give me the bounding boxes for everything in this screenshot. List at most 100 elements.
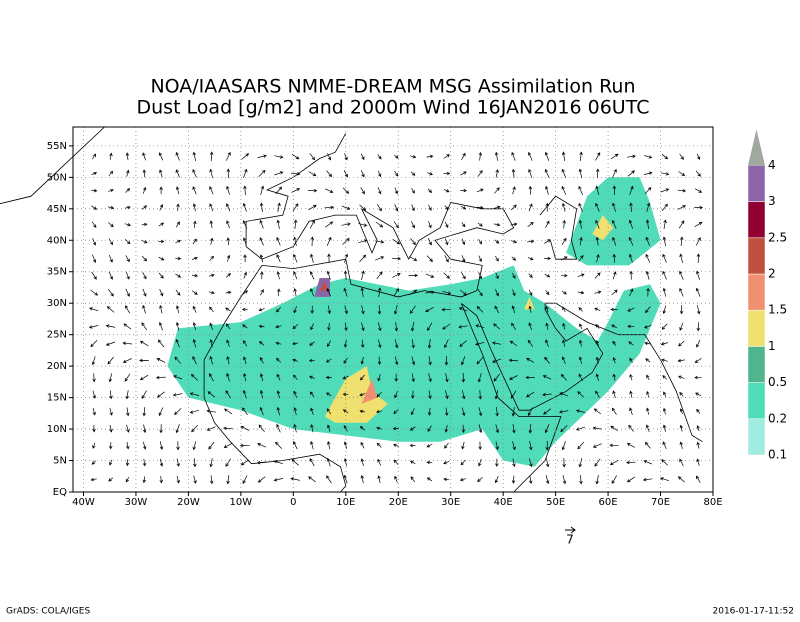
wind-arrow — [510, 222, 518, 227]
wind-arrow — [428, 390, 432, 400]
coastline — [460, 302, 703, 443]
wind-arrow — [511, 305, 516, 314]
wind-arrow — [141, 205, 148, 210]
wind-arrow — [325, 392, 332, 397]
wind-arrow — [175, 338, 180, 348]
wind-arrow — [394, 475, 398, 483]
wind-arrow — [544, 151, 550, 161]
wind-arrow — [494, 390, 499, 400]
wind-arrow — [92, 425, 96, 433]
wind-arrow — [626, 476, 635, 483]
lat-tick-label: 45N — [47, 204, 67, 215]
wind-arrow — [192, 441, 197, 451]
wind-arrow — [694, 358, 702, 364]
wind-arrow — [696, 153, 701, 160]
wind-arrow — [679, 441, 683, 449]
wind-arrow — [276, 219, 280, 229]
wind-arrow — [461, 238, 466, 246]
wind-arrow — [644, 186, 652, 194]
wind-arrow — [478, 441, 482, 451]
wind-arrow — [696, 270, 700, 280]
wind-arrow — [310, 323, 314, 331]
wind-arrow — [291, 459, 299, 466]
wind-arrow — [210, 237, 214, 245]
wind-arrow — [376, 426, 382, 431]
wind-arrow — [243, 271, 247, 279]
wind-arrow — [277, 202, 281, 213]
wind-arrow — [595, 236, 600, 246]
wind-arrow — [376, 442, 382, 448]
wind-arrow — [139, 340, 149, 347]
wind-arrow — [343, 339, 348, 348]
wind-arrow — [644, 441, 651, 449]
lon-tick-label: 0 — [290, 497, 296, 508]
wind-arrow — [594, 290, 602, 294]
wind-arrow — [241, 153, 250, 160]
wind-arrow — [409, 256, 418, 261]
wind-arrow — [679, 408, 684, 415]
wind-arrow — [92, 237, 97, 246]
wind-arrow — [461, 407, 466, 417]
wind-arrow — [511, 151, 516, 161]
wind-arrow — [394, 170, 399, 177]
wind-arrow — [529, 441, 533, 451]
colorbar-label: 4 — [768, 158, 776, 172]
wind-arrow — [545, 475, 550, 485]
wind-arrow — [476, 188, 484, 193]
wind-arrow — [360, 170, 365, 178]
wind-arrow — [663, 391, 667, 398]
wind-arrow — [411, 339, 415, 349]
wind-arrow — [542, 375, 552, 380]
wind-arrow — [342, 392, 349, 397]
wind-arrow — [678, 340, 685, 347]
wind-arrow — [643, 460, 652, 465]
wind-arrow — [310, 253, 314, 263]
wind-arrow — [592, 443, 602, 448]
wind-arrow — [575, 426, 586, 431]
wind-arrow — [409, 426, 416, 431]
wind-arrow — [410, 322, 415, 332]
wind-arrow — [377, 458, 382, 466]
wind-arrow — [459, 477, 467, 482]
wind-arrow — [108, 271, 114, 280]
wind-arrow — [561, 185, 567, 195]
wind-arrow — [629, 288, 634, 297]
wind-arrow — [206, 409, 216, 413]
wind-arrow — [344, 253, 349, 263]
wind-arrow — [92, 407, 96, 416]
lon-tick-label: 30W — [125, 497, 148, 508]
wind-arrow — [293, 423, 297, 433]
wind-arrow — [123, 323, 132, 330]
wind-arrow — [240, 459, 249, 466]
wind-arrow — [259, 406, 264, 416]
wind-arrow — [90, 340, 98, 348]
wind-arrow — [124, 373, 131, 382]
wind-arrow — [525, 375, 535, 380]
wind-arrow — [273, 478, 284, 482]
wind-arrow — [696, 425, 700, 432]
wind-arrow — [208, 290, 215, 295]
wind-arrow — [191, 290, 198, 295]
wind-arrow — [578, 255, 584, 262]
wind-arrow — [594, 458, 601, 467]
wind-arrow — [276, 373, 281, 381]
wind-arrow — [595, 340, 600, 347]
wind-arrow — [562, 475, 567, 485]
wind-arrow — [495, 424, 500, 434]
wind-arrow — [310, 288, 315, 297]
wind-arrow — [240, 425, 250, 431]
wind-arrow — [192, 186, 197, 195]
wind-arrow — [545, 202, 550, 212]
wind-arrow — [175, 169, 180, 178]
wind-arrow — [494, 187, 500, 194]
wind-arrow — [293, 236, 297, 246]
wind-arrow — [544, 239, 551, 244]
wind-arrow — [558, 410, 569, 414]
wind-arrow — [575, 409, 585, 413]
wind-arrow — [526, 391, 535, 398]
wind-arrow — [122, 358, 132, 363]
wind-arrow — [172, 393, 183, 397]
wind-arrow — [544, 424, 550, 434]
wind-arrow — [292, 203, 299, 212]
coastline — [0, 126, 105, 205]
